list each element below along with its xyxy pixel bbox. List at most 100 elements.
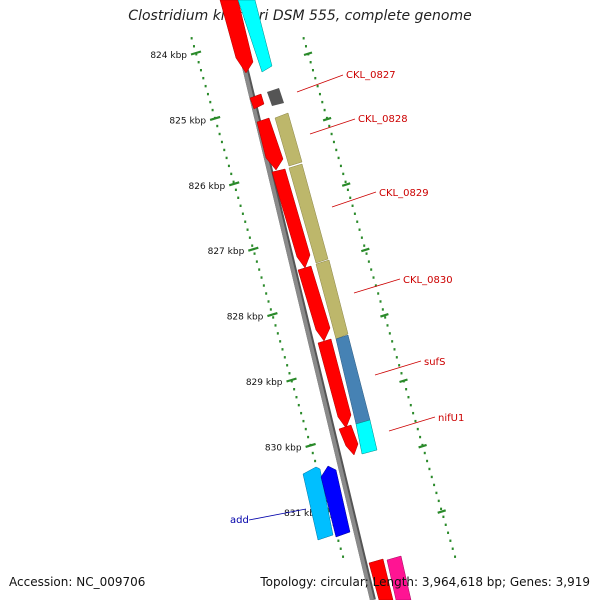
gene-arrow-top — [219, 0, 254, 74]
scale-dot — [316, 84, 319, 88]
scale-tick — [209, 115, 221, 121]
gene-arrow-nifu1 — [338, 424, 359, 456]
scale-dot — [337, 156, 340, 160]
scale-dot — [202, 76, 205, 80]
scale-dot — [381, 308, 384, 311]
scale-tick-label: 827 kbp — [208, 247, 245, 257]
scale-dot — [395, 356, 398, 359]
scale-dot — [346, 188, 349, 192]
scale-dot — [400, 372, 403, 375]
scale-dot — [197, 61, 200, 64]
scale-dot — [262, 284, 265, 287]
scale-dot — [342, 172, 345, 176]
reverse-genes — [302, 465, 351, 541]
scale-dot — [367, 260, 370, 263]
feature-khaki-2 — [288, 163, 329, 264]
scale-dot — [318, 92, 321, 96]
gene-label-ckl0828: CKL_0828 — [358, 114, 408, 125]
ticks-layer: 824 kbp 825 kbp 826 kbp 827 kbp 828 kbp 829 k… — [150, 50, 447, 519]
scale-tick — [305, 442, 316, 448]
scale-dot — [314, 76, 317, 80]
scale-dot — [206, 92, 209, 96]
scale-dot — [325, 116, 328, 120]
scale-tick-label: 826 kbp — [189, 182, 226, 192]
scale-dot — [421, 443, 424, 447]
scale-dot — [204, 84, 207, 88]
scale-dot — [293, 388, 296, 391]
scale-tick-outer — [303, 51, 313, 57]
scale-dot — [349, 196, 352, 199]
scale-dot — [288, 372, 291, 375]
scale-dot — [428, 467, 431, 471]
accession-text: Accession: NC_009706 — [9, 575, 146, 589]
scale-tick-label: 828 kbp — [227, 313, 264, 323]
scale-dot — [351, 204, 354, 207]
gene-arrow-ckl0829 — [271, 168, 311, 269]
scale-dot — [328, 124, 331, 128]
scale-dot — [391, 340, 394, 343]
scale-dot — [218, 132, 221, 136]
scale-dot — [365, 252, 368, 255]
scale-dot — [281, 348, 284, 351]
scale-dot — [414, 419, 417, 423]
scale-dot — [337, 539, 340, 542]
scale-dot — [386, 324, 389, 327]
gene-label-sufs: sufS — [424, 357, 445, 368]
scale-dot — [423, 451, 426, 455]
leader-ckl0828 — [309, 118, 356, 135]
scale-dot — [304, 45, 307, 48]
leader-nifu1 — [388, 416, 436, 432]
scale-dot — [358, 228, 361, 231]
scale-dot — [374, 284, 377, 287]
scale-tick-label: 824 kbp — [150, 51, 187, 61]
scale-dot — [265, 292, 268, 295]
scale-tick — [190, 50, 202, 56]
feature-khaki-1 — [274, 112, 303, 167]
scale-tick — [267, 312, 278, 318]
scale-tick — [247, 246, 259, 252]
scale-tick-label: 831 kbp — [284, 509, 321, 519]
gene-arrow-ckl0830 — [297, 265, 331, 342]
scale-dot — [304, 427, 307, 431]
scale-dot — [393, 348, 396, 351]
scale-dot — [449, 539, 452, 542]
scale-dot — [209, 100, 212, 104]
gene-arrow-ckl0828 — [256, 117, 284, 171]
scale-dot — [409, 403, 412, 407]
scale-dot — [239, 204, 242, 207]
scale-dot — [332, 140, 335, 144]
scale-dot — [258, 268, 261, 271]
scale-dot — [342, 555, 345, 558]
scale-dot — [454, 555, 457, 558]
scale-dot — [248, 236, 251, 239]
leader-add — [248, 508, 307, 521]
scale-dot — [426, 459, 429, 463]
scale-dot — [435, 491, 438, 495]
scale-tick-outer — [341, 182, 351, 187]
scale-dot — [344, 180, 347, 184]
scale-dot — [339, 164, 342, 168]
scale-dot — [377, 292, 380, 295]
scale-dot — [274, 324, 277, 327]
scale-dot — [307, 435, 310, 439]
page-title: Clostridium kluyveri DSM 555, complete g… — [128, 8, 472, 24]
scale-dot — [272, 316, 275, 319]
scale-dot — [405, 388, 408, 391]
scale-dot — [276, 332, 279, 335]
scale-tick-outer — [418, 443, 427, 449]
scale-dot — [255, 260, 258, 263]
gene-label-nifu1: nifU1 — [438, 413, 464, 424]
scale-dot — [311, 68, 314, 72]
scale-dot — [244, 220, 247, 223]
scale-dot — [416, 427, 419, 431]
scale-dot — [297, 403, 300, 407]
scale-tick-label: 829 kbp — [246, 378, 283, 388]
scale-dot — [419, 435, 422, 439]
scale-dot — [363, 244, 366, 247]
gene-label-ckl0829: CKL_0829 — [379, 188, 429, 199]
gene-label-ckl0827: CKL_0827 — [346, 70, 396, 81]
gene-arrow-sufs — [317, 338, 352, 429]
scale-dot — [302, 37, 305, 40]
feature-grey — [267, 88, 284, 106]
gene-label-add: add — [230, 515, 249, 526]
